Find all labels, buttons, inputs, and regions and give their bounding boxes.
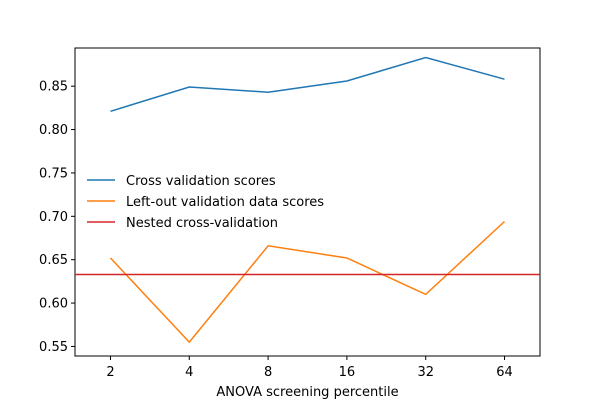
x-tick-label: 2: [106, 365, 114, 380]
x-tick-label: 4: [185, 365, 193, 380]
x-tick-label: 32: [417, 365, 434, 380]
legend-label-left-out: Left-out validation data scores: [126, 195, 324, 210]
y-tick-label: 0.70: [39, 210, 68, 225]
series-line-1: [109, 220, 506, 344]
plot-frame: [74, 47, 541, 357]
legend-label-cross-validation: Cross validation scores: [126, 174, 276, 189]
x-axis-label: ANOVA screening percentile: [216, 385, 398, 400]
x-tick-label: 16: [339, 365, 356, 380]
y-tick-label: 0.80: [39, 123, 68, 138]
y-tick-label: 0.75: [39, 166, 68, 181]
y-tick-label: 0.60: [39, 297, 68, 312]
series-layer: [75, 56, 540, 344]
y-tick-label: 0.85: [39, 80, 68, 95]
y-tick-label: 0.65: [39, 253, 68, 268]
series-line-0: [110, 56, 505, 113]
x-tick-label: 64: [496, 365, 513, 380]
legend: Cross validation scores Left-out validat…: [87, 174, 324, 231]
legend-label-nested: Nested cross-validation: [126, 216, 278, 231]
y-tick-label: 0.55: [39, 340, 68, 355]
y-axis: 0.55 0.60 0.65 0.70 0.75 0.80 0.85: [39, 80, 75, 355]
x-tick-label: 8: [264, 365, 272, 380]
x-axis: 2 4 8 16 32 64: [106, 356, 513, 380]
